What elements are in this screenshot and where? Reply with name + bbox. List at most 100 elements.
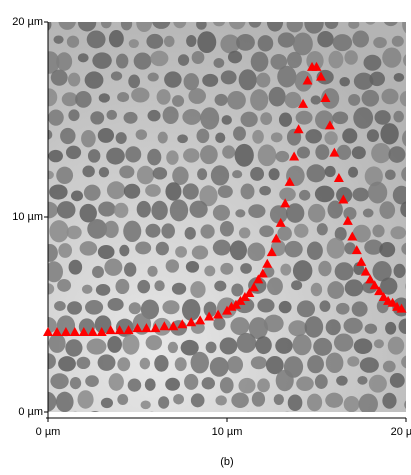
marker [275, 217, 286, 227]
cell [48, 170, 54, 180]
cell [351, 146, 366, 160]
cell [78, 22, 97, 32]
cell [215, 132, 226, 144]
cell [117, 394, 129, 406]
marker [284, 176, 295, 186]
cell [343, 317, 363, 334]
x-tick-label: 20 µm [391, 426, 411, 438]
cell [310, 95, 321, 105]
cell [220, 262, 234, 275]
cell [115, 53, 129, 69]
cell [379, 241, 396, 258]
marker [315, 71, 326, 81]
marker [195, 315, 206, 325]
cell [98, 167, 110, 178]
cell [56, 166, 74, 185]
cell [87, 149, 101, 163]
cell [54, 301, 66, 311]
cell [252, 129, 264, 144]
cell [273, 394, 284, 406]
cell [180, 414, 197, 429]
cell [189, 200, 208, 218]
cell [48, 353, 56, 370]
cell [257, 35, 274, 52]
cell [162, 300, 180, 315]
cell [317, 30, 334, 48]
cell [220, 70, 237, 85]
cell [128, 39, 139, 49]
cell [48, 109, 64, 126]
cell [77, 390, 94, 409]
cell [169, 199, 189, 222]
cell [185, 260, 200, 273]
cell [348, 93, 361, 106]
cell [57, 278, 72, 292]
cell [236, 33, 255, 51]
cell [197, 31, 217, 54]
cell [83, 184, 101, 201]
marker [324, 120, 335, 130]
cell [278, 300, 292, 314]
cell [136, 200, 151, 218]
cell [190, 351, 209, 374]
cell [173, 394, 184, 405]
marker [365, 274, 376, 284]
cell [260, 112, 273, 126]
cell [48, 201, 58, 219]
cell [240, 183, 255, 200]
cell [227, 50, 243, 64]
cell [382, 360, 396, 373]
cell [108, 373, 124, 391]
cell [124, 262, 137, 277]
marker [289, 151, 300, 161]
cell [257, 144, 277, 167]
cell [307, 355, 324, 374]
cell [314, 414, 329, 428]
cell [382, 392, 397, 409]
cell [362, 208, 374, 218]
cell [270, 132, 283, 143]
cell [336, 302, 350, 315]
cell [382, 47, 402, 68]
cell [222, 145, 236, 159]
marker [132, 323, 143, 333]
marker [123, 325, 134, 335]
cell [342, 128, 358, 144]
cell [357, 375, 368, 385]
cell [147, 265, 158, 277]
cell [210, 165, 230, 186]
cell [85, 375, 99, 387]
marker [338, 194, 349, 204]
cell [129, 417, 141, 430]
cell [48, 129, 53, 140]
cell [122, 334, 140, 355]
cell [70, 190, 84, 202]
cell [49, 220, 69, 243]
cell [212, 204, 230, 221]
cell [292, 32, 313, 56]
cell [68, 109, 80, 122]
cell [164, 71, 182, 88]
marker [347, 231, 358, 241]
cell [294, 70, 313, 92]
cell [150, 50, 169, 67]
cell [405, 283, 406, 290]
cell [286, 51, 302, 69]
plot: 0 µm 10 µm 20 µm 0 µm 10 µm 20 µm [12, 16, 411, 438]
cell [305, 129, 322, 144]
cell [267, 277, 283, 296]
cell [219, 221, 234, 237]
cell [259, 415, 274, 430]
cell [240, 263, 252, 274]
cell [358, 413, 370, 425]
cell [359, 357, 379, 373]
cell [100, 22, 112, 29]
cell [344, 50, 358, 65]
cell [393, 110, 404, 123]
cell [325, 352, 344, 374]
cell [220, 34, 240, 54]
cell [177, 54, 190, 66]
cell [65, 339, 83, 357]
cell [97, 354, 116, 371]
cell [336, 144, 352, 160]
